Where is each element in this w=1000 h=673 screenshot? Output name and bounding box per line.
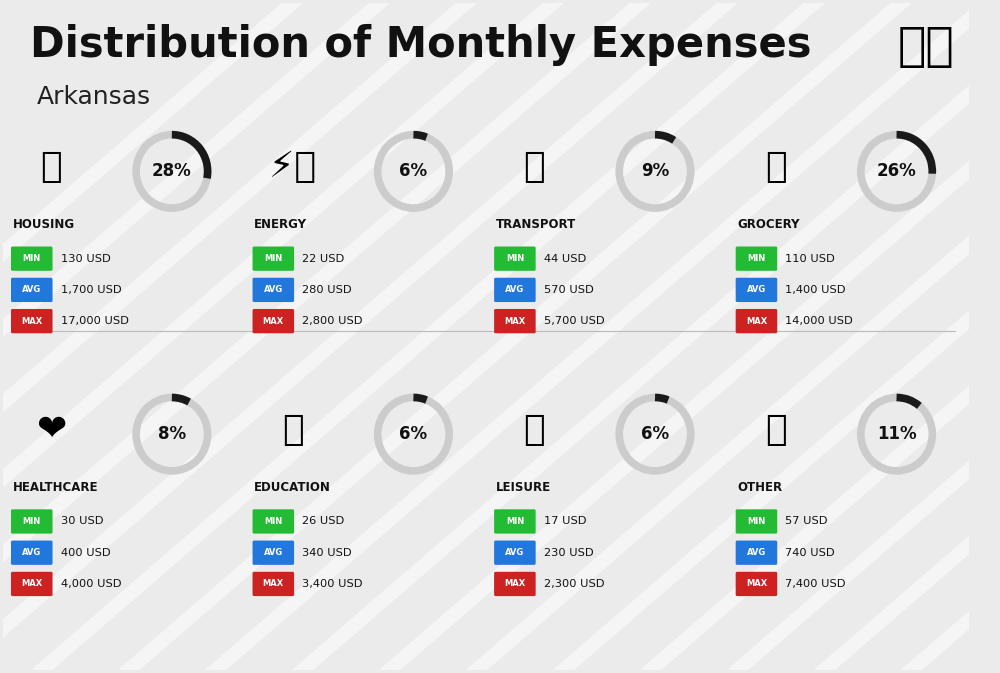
Text: MIN: MIN bbox=[747, 254, 766, 263]
Text: Distribution of Monthly Expenses: Distribution of Monthly Expenses bbox=[30, 24, 811, 67]
FancyBboxPatch shape bbox=[736, 540, 777, 565]
Text: 740 USD: 740 USD bbox=[785, 548, 835, 558]
Text: 🎓: 🎓 bbox=[282, 413, 303, 448]
FancyBboxPatch shape bbox=[253, 246, 294, 271]
FancyBboxPatch shape bbox=[253, 509, 294, 534]
Text: 8%: 8% bbox=[158, 425, 186, 444]
Text: ENERGY: ENERGY bbox=[254, 219, 307, 232]
Text: MIN: MIN bbox=[264, 254, 282, 263]
Text: 14,000 USD: 14,000 USD bbox=[785, 316, 853, 326]
Text: 570 USD: 570 USD bbox=[544, 285, 594, 295]
Text: MIN: MIN bbox=[747, 517, 766, 526]
FancyBboxPatch shape bbox=[736, 278, 777, 302]
Text: AVG: AVG bbox=[264, 548, 283, 557]
Text: 340 USD: 340 USD bbox=[302, 548, 352, 558]
Text: MIN: MIN bbox=[23, 517, 41, 526]
FancyBboxPatch shape bbox=[494, 540, 536, 565]
Text: 6%: 6% bbox=[399, 425, 427, 444]
Text: OTHER: OTHER bbox=[737, 481, 782, 494]
Text: HEALTHCARE: HEALTHCARE bbox=[12, 481, 98, 494]
Text: 400 USD: 400 USD bbox=[61, 548, 110, 558]
Text: MIN: MIN bbox=[264, 517, 282, 526]
FancyBboxPatch shape bbox=[494, 278, 536, 302]
Text: 🛒: 🛒 bbox=[765, 150, 787, 184]
Text: AVG: AVG bbox=[747, 285, 766, 294]
Text: 30 USD: 30 USD bbox=[61, 516, 103, 526]
Text: AVG: AVG bbox=[22, 285, 41, 294]
Text: 🛍: 🛍 bbox=[523, 413, 545, 448]
FancyBboxPatch shape bbox=[11, 278, 53, 302]
Text: MIN: MIN bbox=[506, 517, 524, 526]
Text: 22 USD: 22 USD bbox=[302, 254, 345, 264]
FancyBboxPatch shape bbox=[253, 540, 294, 565]
Text: MAX: MAX bbox=[746, 579, 767, 588]
Text: MAX: MAX bbox=[21, 579, 42, 588]
FancyBboxPatch shape bbox=[11, 572, 53, 596]
FancyBboxPatch shape bbox=[736, 509, 777, 534]
Text: Arkansas: Arkansas bbox=[37, 85, 151, 109]
Text: AVG: AVG bbox=[505, 548, 525, 557]
FancyBboxPatch shape bbox=[11, 309, 53, 333]
Text: 2,300 USD: 2,300 USD bbox=[544, 579, 604, 589]
Text: 17 USD: 17 USD bbox=[544, 516, 586, 526]
Text: 57 USD: 57 USD bbox=[785, 516, 828, 526]
Text: AVG: AVG bbox=[22, 548, 41, 557]
Text: 1,400 USD: 1,400 USD bbox=[785, 285, 846, 295]
FancyBboxPatch shape bbox=[736, 572, 777, 596]
Text: EDUCATION: EDUCATION bbox=[254, 481, 331, 494]
Text: ⚡🏠: ⚡🏠 bbox=[269, 150, 316, 184]
FancyBboxPatch shape bbox=[11, 540, 53, 565]
Text: 7,400 USD: 7,400 USD bbox=[785, 579, 846, 589]
Text: 110 USD: 110 USD bbox=[785, 254, 835, 264]
Text: 11%: 11% bbox=[877, 425, 916, 444]
Text: 6%: 6% bbox=[399, 162, 427, 180]
FancyBboxPatch shape bbox=[494, 246, 536, 271]
Text: 4,000 USD: 4,000 USD bbox=[61, 579, 121, 589]
Text: MIN: MIN bbox=[506, 254, 524, 263]
Text: AVG: AVG bbox=[747, 548, 766, 557]
Text: 26%: 26% bbox=[877, 162, 916, 180]
Text: MAX: MAX bbox=[263, 316, 284, 326]
Text: 26 USD: 26 USD bbox=[302, 516, 345, 526]
Text: 🚌: 🚌 bbox=[523, 150, 545, 184]
Text: 3,400 USD: 3,400 USD bbox=[302, 579, 363, 589]
Text: TRANSPORT: TRANSPORT bbox=[496, 219, 576, 232]
Text: MIN: MIN bbox=[23, 254, 41, 263]
Text: LEISURE: LEISURE bbox=[496, 481, 551, 494]
FancyBboxPatch shape bbox=[253, 309, 294, 333]
FancyBboxPatch shape bbox=[11, 509, 53, 534]
Text: 17,000 USD: 17,000 USD bbox=[61, 316, 129, 326]
Text: AVG: AVG bbox=[505, 285, 525, 294]
Text: 5,700 USD: 5,700 USD bbox=[544, 316, 604, 326]
FancyBboxPatch shape bbox=[736, 309, 777, 333]
FancyBboxPatch shape bbox=[253, 572, 294, 596]
Text: 🇺🇸: 🇺🇸 bbox=[897, 25, 954, 70]
Text: HOUSING: HOUSING bbox=[12, 219, 75, 232]
Text: 1,700 USD: 1,700 USD bbox=[61, 285, 121, 295]
Text: MAX: MAX bbox=[21, 316, 42, 326]
FancyBboxPatch shape bbox=[736, 246, 777, 271]
Text: 9%: 9% bbox=[641, 162, 669, 180]
Text: MAX: MAX bbox=[504, 316, 526, 326]
Text: MAX: MAX bbox=[746, 316, 767, 326]
Text: MAX: MAX bbox=[263, 579, 284, 588]
Text: 2,800 USD: 2,800 USD bbox=[302, 316, 363, 326]
FancyBboxPatch shape bbox=[494, 309, 536, 333]
Text: 44 USD: 44 USD bbox=[544, 254, 586, 264]
FancyBboxPatch shape bbox=[494, 572, 536, 596]
Text: 🏢: 🏢 bbox=[40, 150, 62, 184]
FancyBboxPatch shape bbox=[11, 246, 53, 271]
Text: 6%: 6% bbox=[641, 425, 669, 444]
FancyBboxPatch shape bbox=[253, 278, 294, 302]
Text: 230 USD: 230 USD bbox=[544, 548, 593, 558]
Text: 130 USD: 130 USD bbox=[61, 254, 111, 264]
Text: ❤: ❤ bbox=[36, 413, 66, 448]
FancyBboxPatch shape bbox=[494, 509, 536, 534]
Text: GROCERY: GROCERY bbox=[737, 219, 800, 232]
Text: 💰: 💰 bbox=[765, 413, 787, 448]
Text: AVG: AVG bbox=[264, 285, 283, 294]
Text: MAX: MAX bbox=[504, 579, 526, 588]
Text: 28%: 28% bbox=[152, 162, 192, 180]
Text: 280 USD: 280 USD bbox=[302, 285, 352, 295]
